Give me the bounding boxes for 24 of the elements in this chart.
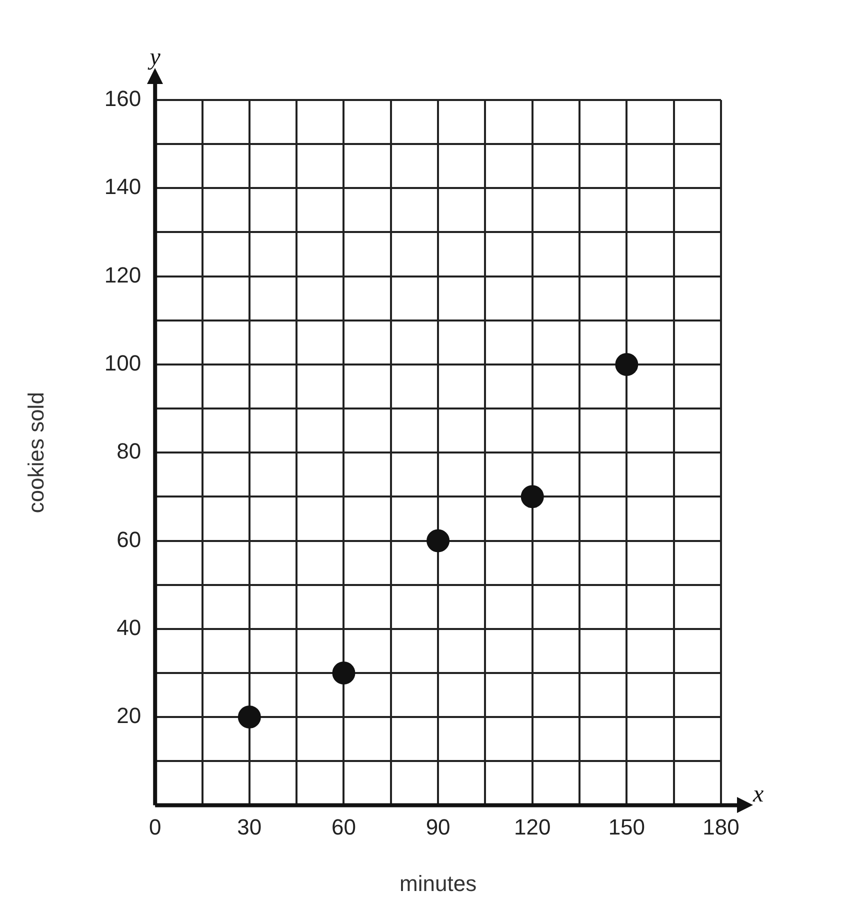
y-tick-label: 100 [104, 350, 142, 376]
text: x [752, 782, 764, 808]
y-tick-label: 140 [104, 174, 142, 200]
x-tick-label: 150 [608, 814, 646, 840]
y-tick-label: 120 [104, 262, 142, 288]
point [238, 706, 261, 729]
x-tick-label: 90 [426, 814, 450, 840]
x-tick-label: 60 [331, 814, 356, 840]
y-tick-label: 60 [116, 526, 142, 552]
point [615, 352, 638, 376]
x-tick-label: 30 [237, 814, 262, 840]
point [332, 661, 356, 684]
y-tick-label: 160 [104, 86, 142, 112]
point [520, 485, 544, 508]
text: y [148, 44, 161, 70]
y-tick-label: 40 [116, 614, 142, 640]
y-tick-label: 20 [116, 703, 142, 728]
x-tick-label: 120 [514, 814, 551, 840]
y-axis-title: cookies sold [23, 392, 48, 514]
y-tick-label: 80 [116, 438, 142, 464]
point [426, 529, 450, 552]
x-tick-label: 0 [148, 814, 162, 840]
x-tick-label: 180 [702, 814, 740, 840]
x-axis-title: minutes [400, 870, 477, 896]
